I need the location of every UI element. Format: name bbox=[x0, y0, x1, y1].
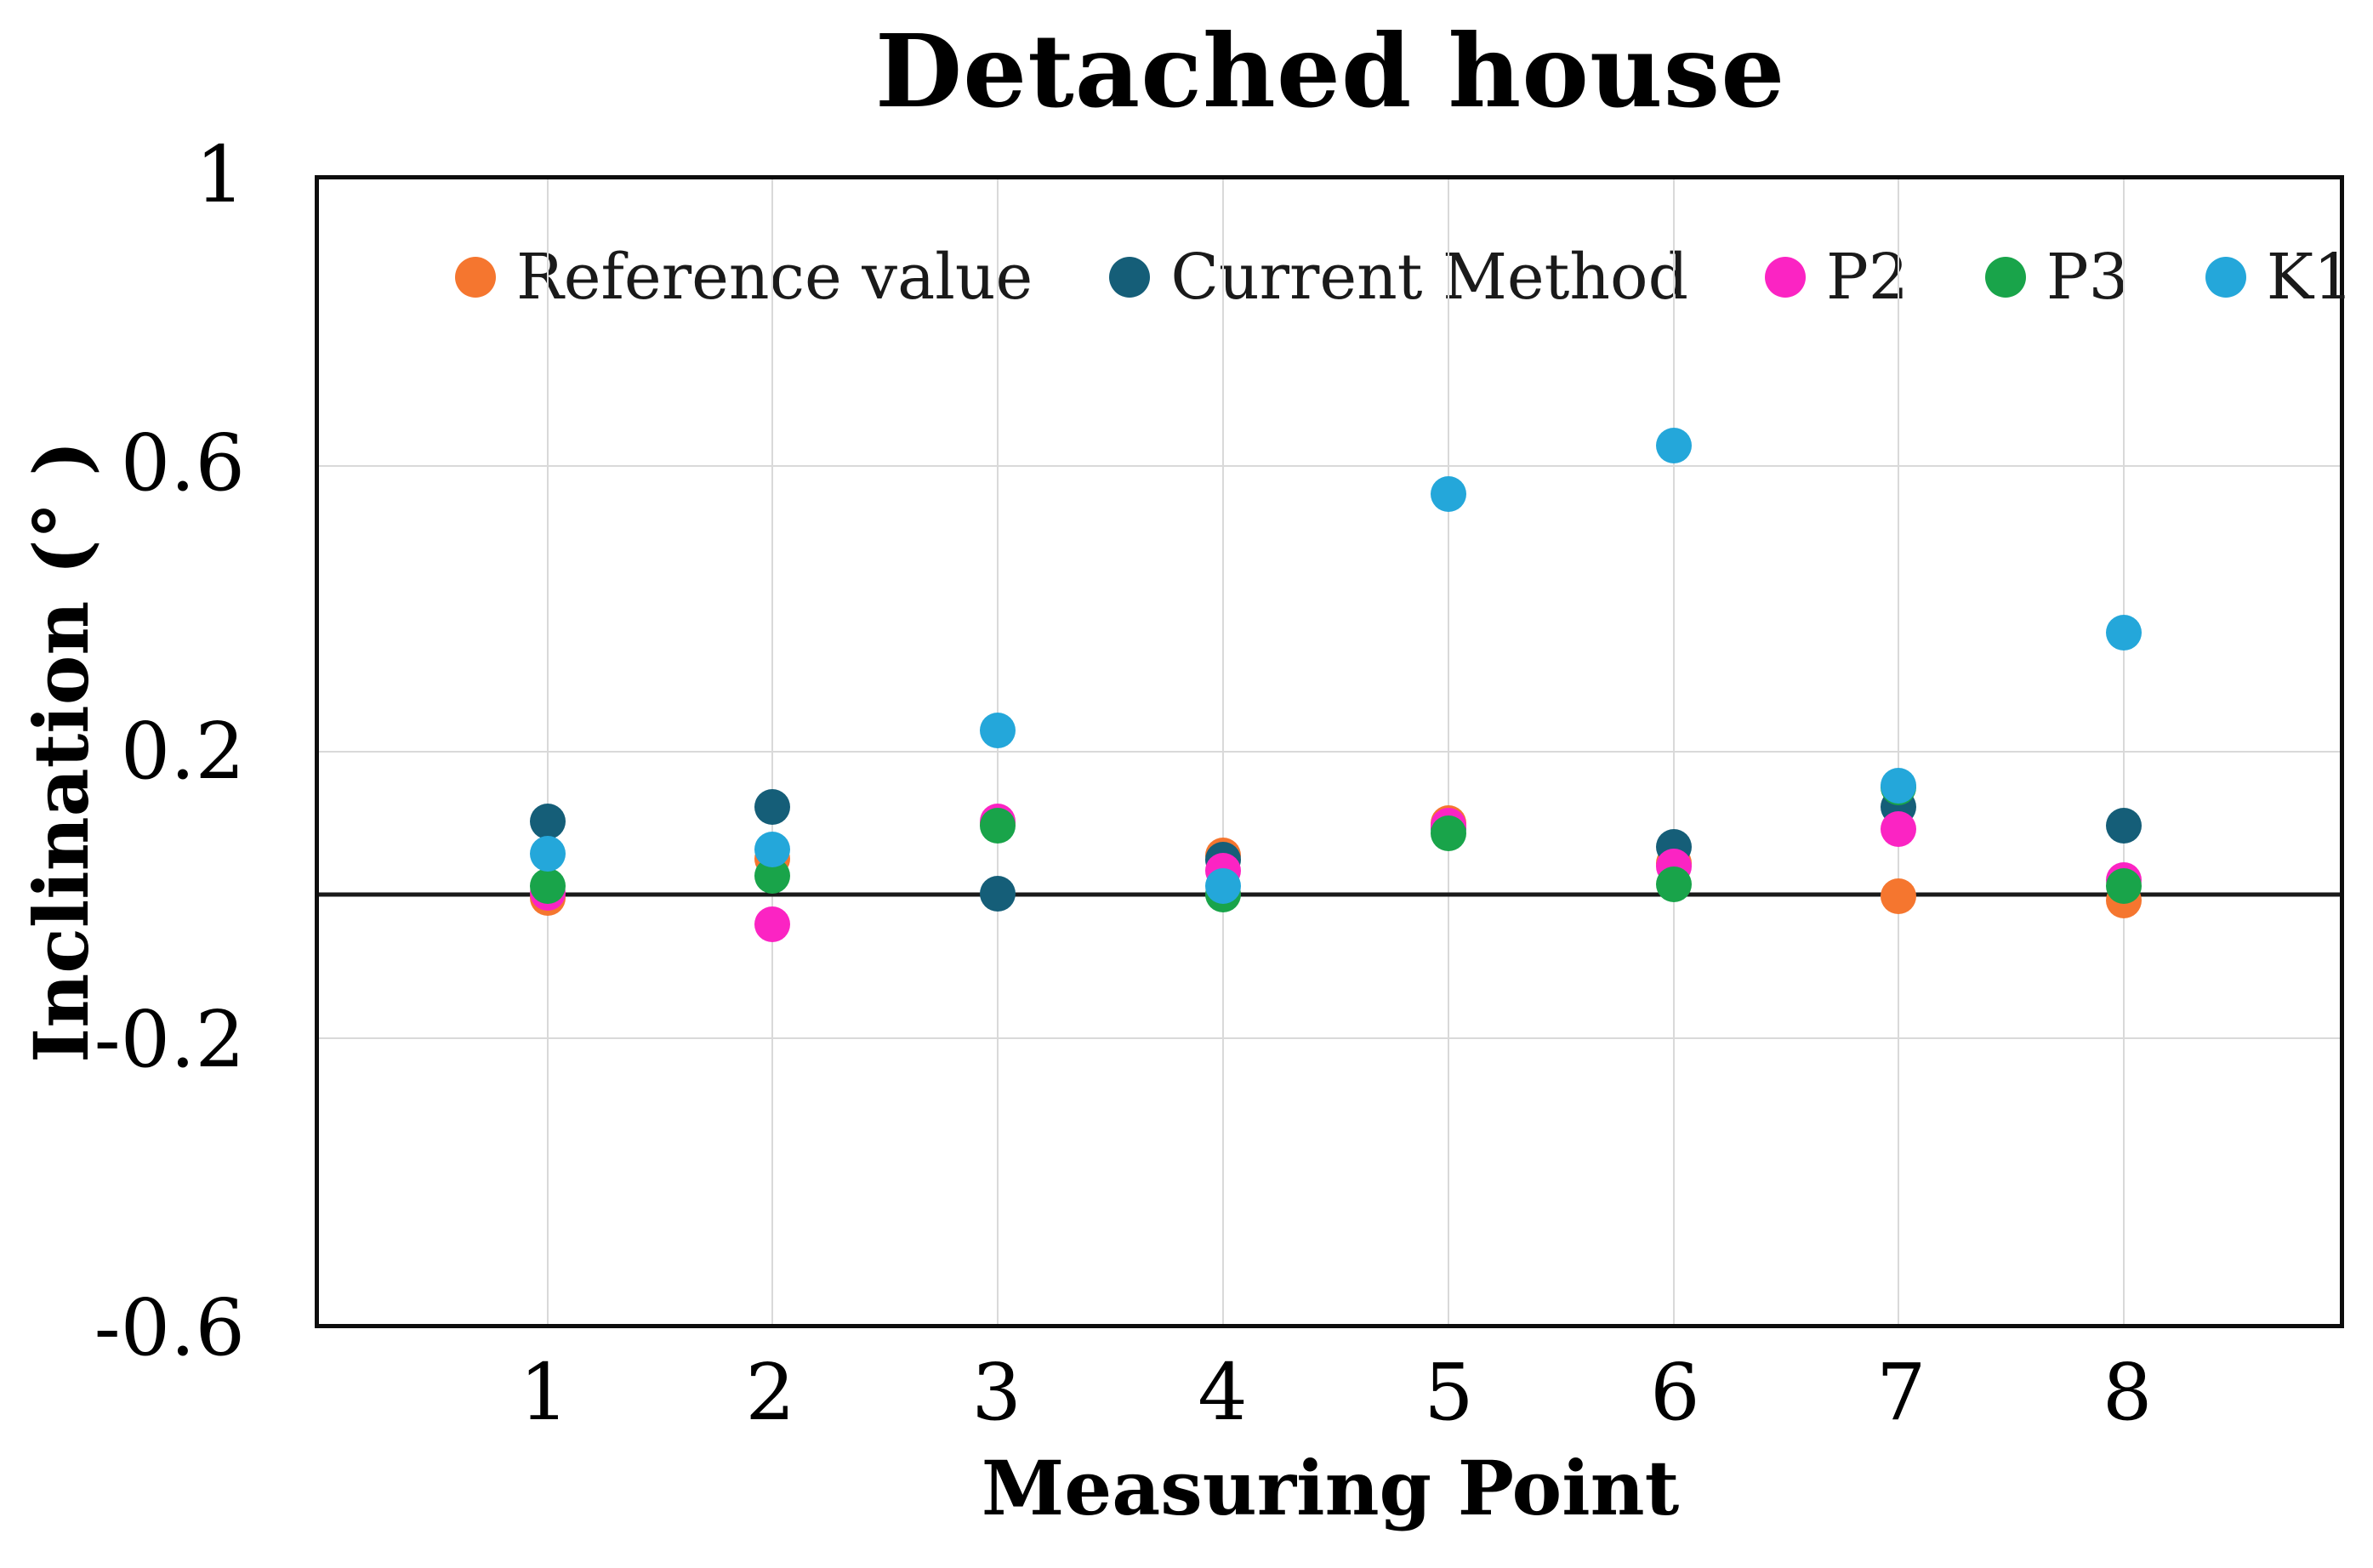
legend-swatch-icon bbox=[2205, 257, 2246, 298]
y-tick-label: 0.2 bbox=[120, 706, 245, 797]
x-tick-label: 1 bbox=[519, 1347, 570, 1438]
vertical-gridline bbox=[2123, 179, 2125, 1324]
x-axis-title: Measuring Point bbox=[981, 1444, 1680, 1532]
x-tick-label: 2 bbox=[745, 1347, 795, 1438]
x-tick-label: 8 bbox=[2102, 1347, 2153, 1438]
legend-label: P2 bbox=[1825, 241, 1909, 314]
data-point-current-method-x1 bbox=[529, 803, 566, 839]
x-tick-label: 4 bbox=[1198, 1347, 1248, 1438]
vertical-gridline bbox=[997, 179, 999, 1324]
y-tick-label: -0.6 bbox=[94, 1282, 245, 1373]
data-point-current-method-x3 bbox=[980, 875, 1016, 912]
data-point-p3-x3 bbox=[980, 808, 1016, 844]
legend-swatch-icon bbox=[1109, 257, 1151, 298]
data-point-current-method-x8 bbox=[2106, 807, 2143, 844]
plot-area: Reference value Current Method P2 P3 K1 bbox=[315, 175, 2353, 1328]
data-point-k1-x7 bbox=[1881, 768, 1917, 804]
data-point-p3-x6 bbox=[1655, 866, 1692, 903]
data-point-k1-x6 bbox=[1655, 427, 1692, 463]
legend-item-reference-value: Reference value bbox=[455, 241, 1033, 314]
legend-swatch-icon bbox=[455, 257, 496, 298]
horizontal-gridline bbox=[319, 464, 2340, 467]
legend: Reference value Current Method P2 P3 K1 bbox=[455, 239, 2353, 315]
vertical-gridline bbox=[546, 179, 549, 1324]
legend-swatch-icon bbox=[1764, 257, 1806, 298]
x-tick-label: 7 bbox=[1875, 1347, 1926, 1438]
legend-label: K1 bbox=[2266, 241, 2354, 314]
data-point-k1-x5 bbox=[1430, 476, 1466, 513]
legend-swatch-icon bbox=[1984, 257, 2026, 298]
x-tick-label: 6 bbox=[1650, 1347, 1700, 1438]
vertical-gridline bbox=[1222, 179, 1225, 1324]
data-point-current-method-x2 bbox=[754, 788, 791, 825]
vertical-gridline bbox=[1672, 179, 1675, 1324]
data-point-p2-x7 bbox=[1881, 810, 1917, 847]
x-tick-label: 3 bbox=[971, 1347, 1021, 1438]
horizontal-gridline bbox=[319, 1037, 2340, 1039]
vertical-gridline bbox=[1898, 179, 1900, 1324]
legend-item-p3: P3 bbox=[1984, 241, 2129, 314]
data-point-k1-x2 bbox=[754, 832, 791, 868]
y-tick-label: -0.2 bbox=[94, 994, 245, 1085]
vertical-gridline bbox=[771, 179, 774, 1324]
legend-label: Reference value bbox=[516, 241, 1033, 314]
chart-title: Detached house bbox=[874, 12, 1786, 130]
legend-item-current-method: Current Method bbox=[1109, 241, 1688, 314]
data-point-p2-x2 bbox=[754, 906, 791, 942]
legend-label: P3 bbox=[2046, 241, 2129, 314]
y-tick-label: 1 bbox=[195, 129, 245, 220]
data-point-p3-x5 bbox=[1430, 815, 1466, 851]
y-tick-label: 0.6 bbox=[120, 418, 245, 508]
legend-label: Current Method bbox=[1170, 241, 1688, 314]
vertical-gridline bbox=[1447, 179, 1449, 1324]
data-point-p3-x8 bbox=[2106, 868, 2143, 905]
legend-item-p2: P2 bbox=[1764, 241, 1909, 314]
legend-item-k1: K1 bbox=[2205, 241, 2353, 314]
data-point-k1-x4 bbox=[1205, 868, 1242, 905]
data-point-reference-value-x7 bbox=[1881, 878, 1917, 914]
y-axis-tick-labels: 1 0.6 0.2 -0.2 -0.6 bbox=[0, 136, 245, 1367]
data-point-k1-x1 bbox=[529, 836, 566, 872]
data-point-k1-x3 bbox=[980, 712, 1016, 748]
data-point-k1-x8 bbox=[2106, 615, 2143, 651]
horizontal-gridline bbox=[319, 751, 2340, 753]
data-point-p3-x1 bbox=[529, 868, 566, 905]
x-tick-label: 5 bbox=[1424, 1347, 1474, 1438]
zero-axis-line bbox=[319, 892, 2340, 897]
